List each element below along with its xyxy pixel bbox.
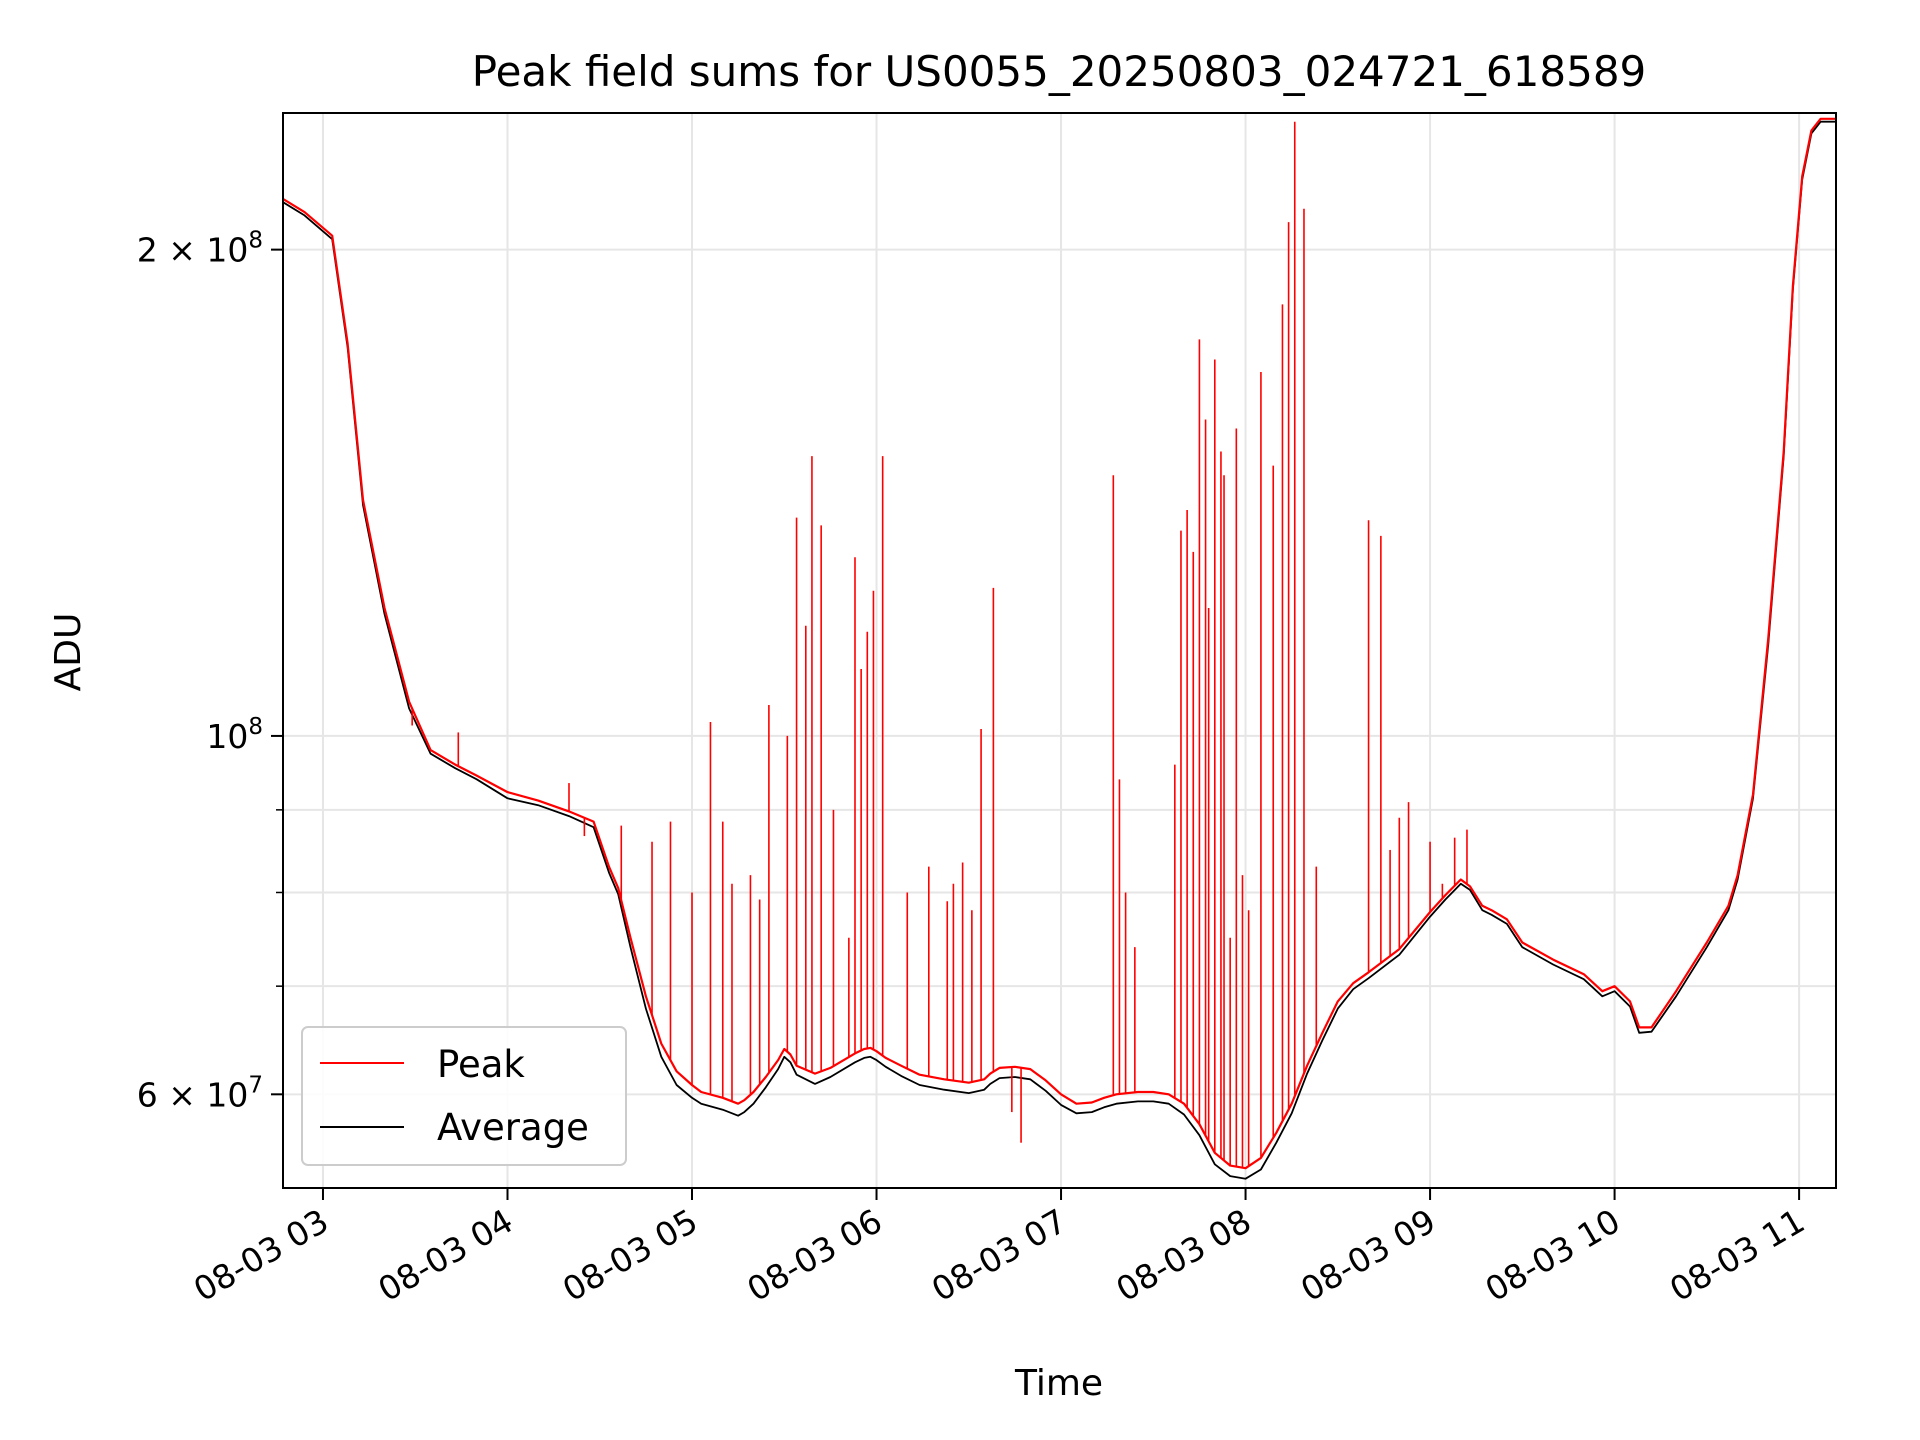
y-tick-label: 108 bbox=[206, 714, 263, 756]
peak-series bbox=[282, 117, 1836, 1170]
y-tick-label: 6 × 107 bbox=[137, 1072, 263, 1114]
legend: Peak Average bbox=[301, 1026, 627, 1166]
legend-box bbox=[301, 1026, 627, 1166]
legend-label-average: Average bbox=[437, 1106, 589, 1149]
chart-title: Peak field sums for US0055_20250803_0247… bbox=[472, 47, 1647, 96]
y-axis-ticks: 6 × 107 108 2 × 108 bbox=[137, 228, 283, 1114]
average-series bbox=[282, 120, 1836, 1180]
average-line bbox=[282, 120, 1836, 1180]
peak-line bbox=[282, 117, 1836, 1170]
x-axis-label: Time bbox=[1014, 1363, 1103, 1404]
legend-label-peak: Peak bbox=[437, 1043, 525, 1086]
y-tick-label: 2 × 108 bbox=[137, 228, 263, 270]
y-axis-label: ADU bbox=[48, 613, 89, 692]
plot-frame bbox=[282, 112, 1837, 1189]
